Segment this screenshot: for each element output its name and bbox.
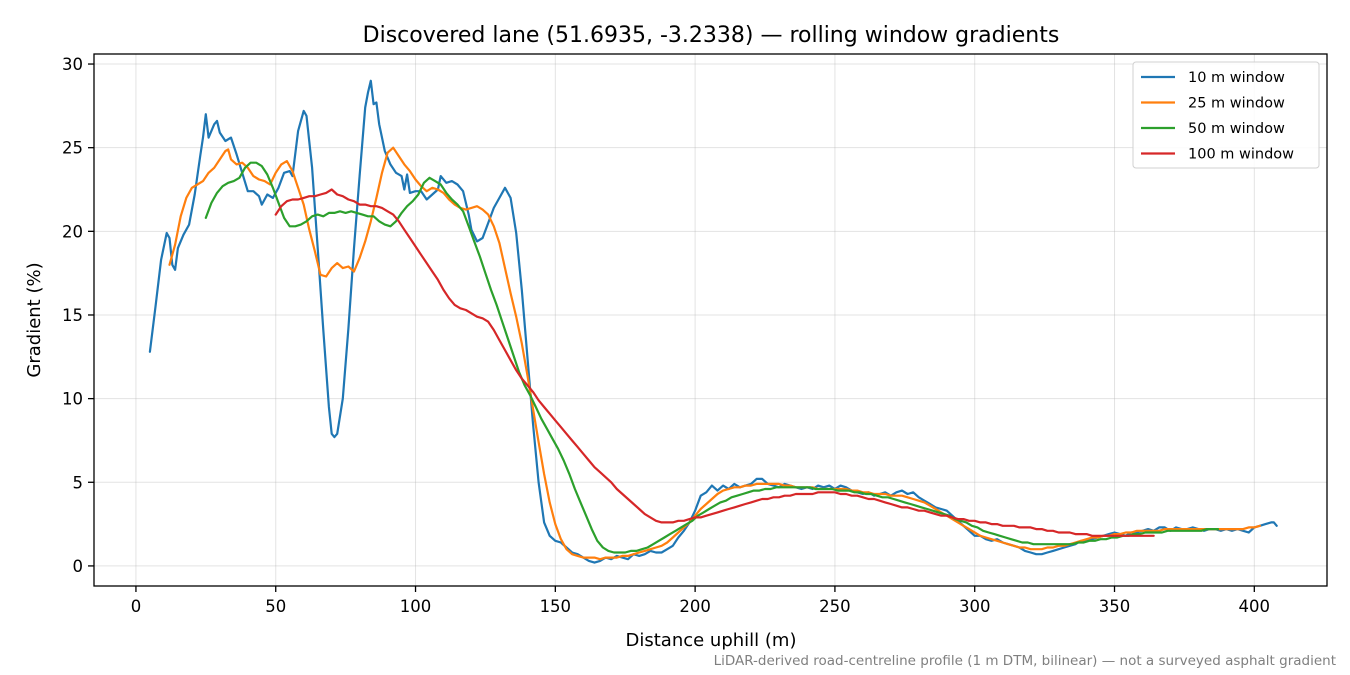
x-tick-label: 150	[540, 597, 572, 616]
x-tick-label: 300	[959, 597, 991, 616]
x-tick-label: 50	[265, 597, 286, 616]
plot-frame	[93, 53, 1328, 587]
x-tick-label: 350	[1099, 597, 1131, 616]
y-tick-label: 20	[62, 222, 83, 241]
y-axis-ticks: 0 5 10 15 20 25 30	[62, 55, 94, 576]
legend-label: 50 m window	[1188, 121, 1285, 137]
footnote: LiDAR-derived road-centreline profile (1…	[714, 653, 1336, 669]
x-tick-label: 400	[1239, 597, 1271, 616]
x-tick-label: 100	[400, 597, 432, 616]
y-tick-label: 0	[73, 557, 84, 576]
series-line-50-m-window	[204, 161, 1220, 554]
y-tick-label: 10	[62, 390, 83, 409]
legend-label: 10 m window	[1188, 70, 1285, 86]
x-tick-label: 250	[819, 597, 851, 616]
y-tick-label: 15	[62, 306, 83, 325]
x-tick-label: 200	[679, 597, 711, 616]
series-layer	[148, 79, 1278, 564]
y-tick-label: 25	[62, 139, 83, 158]
x-tick-label: 0	[131, 597, 142, 616]
y-axis-label: Gradient (%)	[24, 262, 45, 377]
x-axis-label: Distance uphill (m)	[626, 630, 797, 651]
legend-box	[1132, 61, 1320, 169]
x-axis-ticks: 0 50 100 150 200 250 300 350 400	[131, 586, 1270, 616]
series-line-100-m-window	[274, 188, 1155, 537]
y-tick-label: 5	[73, 473, 84, 492]
legend-label: 100 m window	[1188, 147, 1294, 163]
y-tick-label: 30	[62, 55, 83, 74]
legend-label: 25 m window	[1188, 96, 1285, 112]
legend: 10 m window 25 m window 50 m window 100 m w…	[1132, 61, 1320, 169]
chart-title: Discovered lane (51.6935, -3.2338) — rol…	[363, 23, 1060, 48]
